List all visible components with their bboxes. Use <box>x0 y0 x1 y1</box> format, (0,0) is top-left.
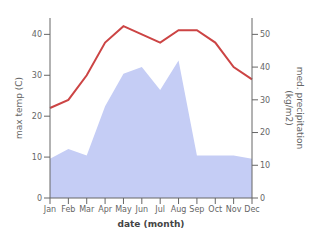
svg-text:Aug: Aug <box>171 205 187 214</box>
svg-text:date (month): date (month) <box>118 219 185 229</box>
svg-text:Nov: Nov <box>226 205 242 214</box>
svg-text:10: 10 <box>32 153 42 162</box>
svg-text:Jul: Jul <box>154 205 165 214</box>
svg-text:30: 30 <box>260 96 270 105</box>
svg-text:Sep: Sep <box>189 205 204 214</box>
svg-text:40: 40 <box>260 63 270 72</box>
svg-text:Dec: Dec <box>244 205 259 214</box>
svg-text:20: 20 <box>32 112 42 121</box>
svg-text:30: 30 <box>32 71 42 80</box>
svg-text:Apr: Apr <box>98 205 113 214</box>
svg-text:max temp (C): max temp (C) <box>14 77 24 139</box>
svg-text:Feb: Feb <box>61 205 75 214</box>
svg-text:50: 50 <box>260 30 270 39</box>
svg-text:40: 40 <box>32 30 42 39</box>
svg-text:Jun: Jun <box>135 205 149 214</box>
svg-text:Jan: Jan <box>43 205 56 214</box>
svg-text:0: 0 <box>37 194 42 203</box>
svg-text:20: 20 <box>260 128 270 137</box>
svg-text:Mar: Mar <box>79 205 95 214</box>
svg-text:med. precipitation(kg/m2): med. precipitation(kg/m2) <box>284 67 305 149</box>
svg-text:0: 0 <box>260 194 265 203</box>
svg-text:10: 10 <box>260 161 270 170</box>
svg-text:May: May <box>115 205 132 214</box>
svg-text:Oct: Oct <box>208 205 222 214</box>
